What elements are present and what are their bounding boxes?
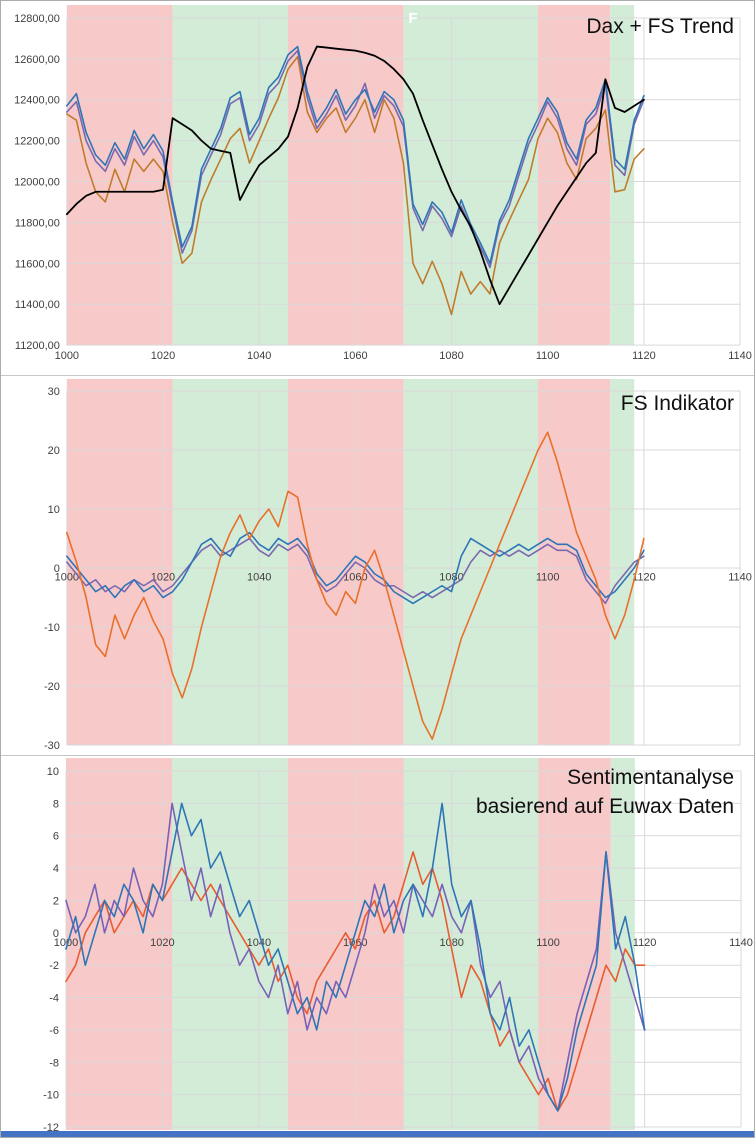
y-axis-tick-label: -12 bbox=[43, 1122, 59, 1132]
chart-title-sentiment-line2: basierend auf Euwax Daten bbox=[476, 794, 734, 818]
y-axis-tick-label: 4 bbox=[53, 863, 59, 875]
background-band-green bbox=[610, 378, 635, 746]
x-axis-tick-label: 1120 bbox=[633, 937, 657, 949]
x-axis-tick-label: 1120 bbox=[632, 571, 656, 583]
y-axis-tick-label: 11400,00 bbox=[15, 299, 60, 311]
background-band-green bbox=[403, 4, 539, 346]
x-axis-tick-label: 1080 bbox=[439, 571, 463, 583]
x-axis-tick-label: 1000 bbox=[54, 937, 78, 949]
chart-title-fs-indikator: FS Indikator bbox=[620, 392, 734, 415]
y-axis-tick-label: 10 bbox=[48, 504, 60, 516]
y-axis-tick-label: 0 bbox=[53, 928, 59, 940]
x-axis-tick-label: 1040 bbox=[247, 937, 271, 949]
y-axis-tick-label: 30 bbox=[48, 386, 60, 398]
series-blue bbox=[65, 802, 646, 1112]
y-axis-tick-label: 11800,00 bbox=[15, 217, 60, 229]
series-orange bbox=[66, 55, 645, 316]
x-axis-tick-label: 1040 bbox=[247, 571, 271, 583]
y-axis-tick-label: 11600,00 bbox=[15, 258, 60, 270]
band-label: F bbox=[408, 10, 417, 27]
background-band-red bbox=[66, 758, 173, 1130]
y-axis-tick-label: 6 bbox=[53, 831, 59, 843]
series-blue bbox=[66, 45, 645, 265]
dax-fs-trend-chart: 12800,00 12600,00 12400,00 12200,00 12000,00… bbox=[14, 4, 752, 362]
y-axis-tick-label: 12800,00 bbox=[14, 13, 60, 25]
y-axis-tick-label: 8 bbox=[53, 798, 59, 810]
x-axis-tick-label: 1020 bbox=[150, 937, 174, 949]
y-axis-tick-label: 11200,00 bbox=[15, 340, 60, 352]
y-axis-tick-label: -4 bbox=[49, 993, 59, 1005]
x-axis-tick-label: 1080 bbox=[439, 350, 463, 362]
background-band-red bbox=[66, 378, 173, 746]
background-band-red bbox=[66, 4, 173, 346]
series-purple bbox=[66, 49, 645, 269]
chart-title-dax-fs-trend: Dax + FS Trend bbox=[586, 15, 734, 38]
y-axis-tick-label: 10 bbox=[47, 766, 59, 778]
x-axis-tick-label: 1140 bbox=[729, 937, 753, 949]
x-axis-tick-label: 1000 bbox=[55, 571, 79, 583]
x-axis-tick-label: 1100 bbox=[536, 937, 560, 949]
x-axis-tick-label: 1100 bbox=[536, 571, 560, 583]
x-axis-tick-label: 1020 bbox=[151, 571, 175, 583]
background-band-green bbox=[610, 4, 635, 346]
chart-panel-dax-fs-trend: 12800,00 12600,00 12400,00 12200,00 12000,00… bbox=[1, 1, 754, 376]
background-band-green bbox=[172, 4, 289, 346]
y-axis-tick-label: 12000,00 bbox=[14, 177, 60, 189]
chart-title-sentiment-line1: Sentimentanalyse bbox=[567, 766, 734, 789]
x-axis-tick-label: 1100 bbox=[536, 350, 560, 362]
y-axis-tick-label: -30 bbox=[44, 740, 60, 752]
y-axis-tick-label: 0 bbox=[54, 563, 60, 575]
y-axis-tick-label: -2 bbox=[49, 960, 59, 972]
background-band-red bbox=[287, 758, 404, 1130]
x-axis-tick-label: 1080 bbox=[439, 937, 463, 949]
background-band-green bbox=[172, 758, 288, 1130]
chart-panel-sentiment: 10 8 6 4 2 0 -2 -4 -6 -8 -10 -12 1000 1020 1040 1060 108… bbox=[1, 756, 754, 1132]
chart-panel-fs-indikator: 30 20 10 0 -10 -20 -30 1000 1020 1040 1060 1080 1100… bbox=[1, 376, 754, 756]
y-axis-tick-label: -10 bbox=[44, 622, 60, 634]
x-axis-tick-label: 1020 bbox=[151, 350, 175, 362]
background-band-green bbox=[172, 378, 289, 746]
y-axis-tick-label: 2 bbox=[53, 896, 59, 908]
series-orange bbox=[66, 431, 645, 740]
series-blue bbox=[66, 531, 645, 605]
x-axis-tick-label: 1120 bbox=[632, 350, 656, 362]
background-band-red bbox=[288, 378, 404, 746]
x-axis-tick-label: 1060 bbox=[343, 350, 367, 362]
y-axis-tick-label: 12200,00 bbox=[14, 136, 60, 148]
y-axis-tick-label: -8 bbox=[49, 1057, 59, 1069]
y-axis-tick-label: -10 bbox=[43, 1090, 59, 1102]
x-axis-tick-label: 1140 bbox=[728, 350, 752, 362]
series-black-fs-trend bbox=[65, 45, 645, 306]
y-axis-tick-label: -6 bbox=[49, 1025, 59, 1037]
x-axis-tick-label: 1040 bbox=[247, 350, 271, 362]
chart-title-sentiment: Sentimentanalyse basierend auf Euwax Dat… bbox=[476, 764, 734, 822]
y-axis-tick-label: -20 bbox=[44, 681, 60, 693]
y-axis-tick-label: 20 bbox=[48, 445, 60, 457]
x-axis-tick-label: 1140 bbox=[728, 571, 752, 583]
y-axis-tick-label: 12400,00 bbox=[14, 95, 60, 107]
x-axis-tick-label: 1000 bbox=[55, 350, 79, 362]
y-axis-tick-label: 12600,00 bbox=[14, 54, 60, 66]
bottom-edge-bar bbox=[1, 1131, 754, 1137]
background-band-red bbox=[288, 4, 404, 346]
background-band-green bbox=[403, 758, 539, 1130]
series-purple bbox=[66, 537, 645, 605]
